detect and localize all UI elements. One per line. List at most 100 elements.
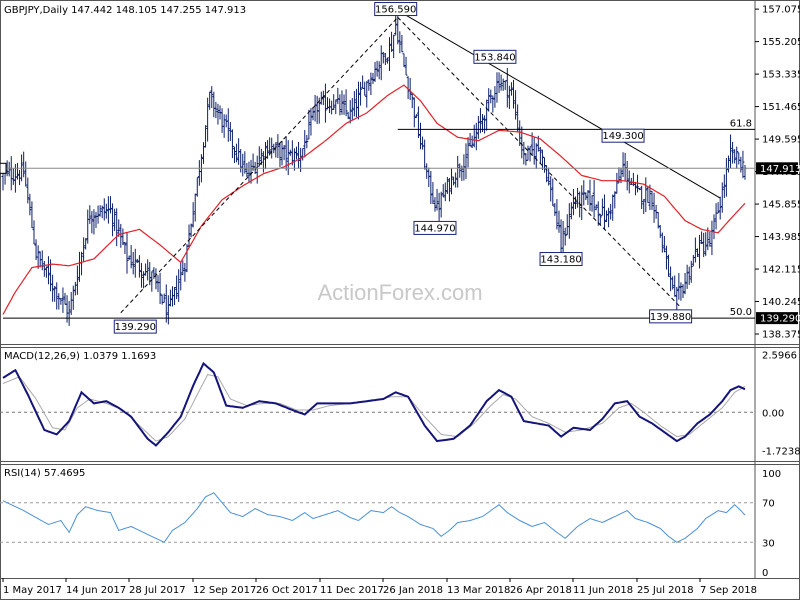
price-bar: [168, 289, 172, 307]
price-bar: [235, 143, 239, 163]
price-bar: [309, 107, 313, 136]
price-bar: [392, 34, 396, 58]
price-bar: [499, 74, 503, 91]
time-tick-label: 25 Jul 2018: [637, 585, 694, 596]
time-tick-label: 1 May 2017: [3, 585, 62, 596]
price-bar: [191, 202, 195, 228]
price-tick-label: 145.855: [762, 200, 800, 211]
time-tick-label: 26 Oct 2017: [256, 585, 318, 596]
price-bar: [305, 135, 309, 149]
price-bar: [710, 220, 714, 256]
price-bar: [108, 196, 112, 214]
price-bar: [594, 204, 598, 211]
time-tick-label: 28 Jul 2017: [129, 585, 186, 596]
rsi-tick-label: 0: [762, 568, 768, 579]
price-bar: [483, 115, 487, 134]
price-bar: [700, 231, 704, 245]
macd-tick-label: 2.5966: [762, 351, 797, 362]
price-bar: [139, 262, 143, 288]
price-bar: [61, 287, 65, 313]
price-bar: [232, 146, 236, 164]
price-bar: [307, 109, 311, 140]
price-bar: [352, 91, 356, 117]
svg-text:144.970: 144.970: [414, 223, 455, 234]
price-bar: [412, 97, 416, 128]
price-bar: [164, 284, 168, 323]
macd-layer: 2.5966 0.00 -1.7238: [0, 351, 800, 457]
price-bar: [71, 285, 75, 310]
price-bar: [137, 255, 141, 278]
price-bar: [266, 140, 270, 159]
price-bar: [681, 284, 685, 298]
price-tick-label: 138.375: [762, 330, 800, 341]
price-bar: [346, 112, 350, 120]
price-bar: [113, 208, 117, 231]
price-tick-label: 149.595: [762, 135, 800, 146]
price-bar: [592, 180, 596, 218]
price-bar: [584, 192, 588, 201]
price-bar: [398, 31, 402, 54]
overlay-layer: 61.8 50.0: [2, 9, 755, 319]
price-bar: [739, 156, 743, 173]
price-bar: [42, 261, 46, 277]
price-bar: [522, 141, 526, 165]
price-bar: [509, 82, 513, 96]
price-bar: [350, 98, 354, 120]
price-bar: [158, 272, 162, 305]
price-bar: [640, 185, 644, 209]
price-pane-title: GBPJPY,Daily 147.442 148.105 147.255 147…: [4, 5, 246, 16]
price-bar: [96, 205, 100, 224]
price-bar: [375, 60, 379, 77]
price-bar: [84, 238, 88, 250]
price-bar: [348, 100, 352, 124]
label-layer: 156.590 153.840 149.300 144.970 143.180 139.8…: [113, 2, 693, 334]
price-bar: [30, 201, 34, 229]
price-bar: [644, 177, 648, 213]
price-bar: [301, 148, 305, 161]
price-bar: [369, 72, 373, 96]
price-bar: [385, 57, 389, 64]
rsi-tick-label: 100: [762, 469, 781, 480]
price-bar: [286, 140, 290, 176]
time-tick-label: 13 Mar 2018: [447, 585, 510, 596]
price-bar: [615, 172, 619, 194]
price-bar: [574, 196, 578, 209]
time-tick-label: 14 Jun 2017: [66, 585, 126, 596]
price-bar: [450, 168, 454, 195]
price-bar: [268, 137, 272, 156]
price-bar: [336, 87, 340, 105]
price-bar: [313, 94, 317, 122]
macd-main-line: [2, 361, 746, 447]
price-bar: [216, 103, 220, 125]
price-bar: [177, 269, 181, 302]
price-bar: [119, 223, 123, 248]
current-price-tag: 147.913: [756, 162, 800, 175]
price-bar: [241, 153, 245, 177]
price-bar: [338, 94, 342, 116]
price-tick-label: 142.115: [762, 265, 800, 276]
price-bar: [290, 140, 294, 166]
price-bar: [687, 266, 691, 285]
price-bar: [693, 237, 697, 263]
price-bar: [547, 167, 551, 186]
price-bar: [406, 76, 410, 99]
price-bar: [179, 261, 183, 291]
price-bar: [726, 155, 730, 173]
price-bar: [365, 81, 369, 108]
price-bar: [315, 95, 319, 124]
time-tick-label: 11 Jun 2018: [573, 585, 633, 596]
price-bar: [633, 181, 637, 196]
price-bar: [419, 122, 423, 150]
price-bar: [294, 146, 298, 160]
price-bar: [437, 192, 441, 223]
price-bar: [698, 234, 702, 269]
price-bar: [553, 203, 557, 216]
price-bar: [598, 213, 602, 226]
fib-618-label: 61.8: [730, 118, 752, 129]
price-bar: [722, 174, 726, 198]
price-bar: [255, 155, 259, 184]
price-bar: [586, 190, 590, 205]
price-bar: [650, 190, 654, 210]
